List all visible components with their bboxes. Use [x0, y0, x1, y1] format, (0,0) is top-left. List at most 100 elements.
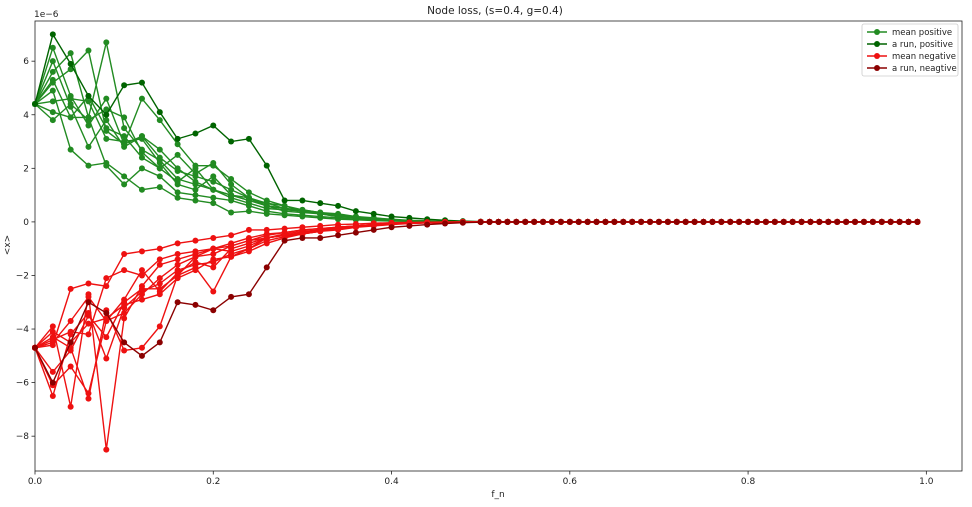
- data-point: [67, 95, 74, 102]
- data-point: [67, 285, 74, 292]
- data-point: [780, 218, 787, 225]
- data-point: [192, 162, 199, 169]
- data-point: [548, 218, 555, 225]
- series-11: [32, 218, 921, 453]
- data-point: [174, 261, 181, 268]
- series-line: [34, 221, 918, 399]
- data-point: [121, 309, 128, 316]
- data-point: [335, 212, 342, 219]
- series-line: [34, 221, 918, 402]
- data-point: [85, 162, 92, 169]
- data-point: [210, 251, 217, 258]
- data-point: [352, 208, 359, 215]
- data-point: [370, 210, 377, 217]
- data-point: [138, 79, 145, 86]
- series-line: [34, 45, 918, 223]
- data-point: [103, 162, 110, 169]
- data-point: [575, 218, 582, 225]
- data-point: [121, 114, 128, 121]
- legend-label: a run, neagtive: [892, 64, 957, 74]
- x-axis-label: f_n: [491, 490, 504, 500]
- data-point: [49, 44, 56, 51]
- data-point: [228, 176, 235, 183]
- data-point: [540, 218, 547, 225]
- data-point: [263, 162, 270, 169]
- data-point: [228, 209, 235, 216]
- data-point: [156, 275, 163, 282]
- data-point: [352, 223, 359, 230]
- x-tick-label: 0.6: [563, 477, 578, 487]
- data-point: [138, 267, 145, 274]
- data-point: [174, 141, 181, 148]
- data-point: [174, 251, 181, 258]
- data-point: [245, 208, 252, 215]
- data-point: [121, 301, 128, 308]
- data-point: [664, 218, 671, 225]
- legend-marker: [874, 53, 880, 59]
- series-3: [32, 76, 921, 225]
- data-point: [192, 130, 199, 137]
- data-point: [138, 248, 145, 255]
- data-point: [245, 194, 252, 201]
- data-point: [210, 245, 217, 252]
- data-point: [228, 138, 235, 145]
- data-point: [335, 202, 342, 209]
- data-point: [263, 197, 270, 204]
- data-point: [602, 218, 609, 225]
- data-point: [504, 218, 511, 225]
- data-point: [121, 173, 128, 180]
- data-point: [370, 226, 377, 233]
- series-line: [34, 221, 918, 349]
- y-tick-label: 2: [23, 164, 29, 174]
- data-point: [762, 218, 769, 225]
- data-point: [138, 154, 145, 161]
- data-point: [210, 162, 217, 169]
- data-point: [593, 218, 600, 225]
- data-point: [557, 218, 564, 225]
- data-point: [655, 218, 662, 225]
- data-point: [192, 178, 199, 185]
- data-point: [49, 87, 56, 94]
- y-tick-label: −4: [16, 325, 30, 335]
- data-point: [210, 264, 217, 271]
- data-point: [816, 218, 823, 225]
- data-point: [174, 240, 181, 247]
- data-point: [566, 218, 573, 225]
- data-point: [905, 218, 912, 225]
- legend-label: mean positive: [892, 28, 952, 38]
- data-point: [85, 122, 92, 129]
- legend-marker: [874, 41, 880, 47]
- data-point: [210, 234, 217, 241]
- series-line: [34, 78, 918, 223]
- data-point: [228, 293, 235, 300]
- data-point: [49, 58, 56, 65]
- data-point: [299, 197, 306, 204]
- data-point: [32, 101, 38, 108]
- data-point: [85, 395, 92, 402]
- data-point: [647, 218, 654, 225]
- data-point: [156, 159, 163, 166]
- data-point: [281, 237, 288, 244]
- data-point: [522, 218, 529, 225]
- data-point: [477, 219, 484, 226]
- data-point: [486, 218, 493, 225]
- data-point: [718, 218, 725, 225]
- data-point: [495, 218, 502, 225]
- axes-frame: [34, 20, 963, 472]
- data-point: [174, 151, 181, 158]
- data-point: [85, 93, 92, 99]
- data-point: [887, 218, 894, 225]
- data-point: [156, 245, 163, 252]
- series-line: [34, 221, 918, 450]
- data-point: [263, 232, 270, 239]
- data-point: [727, 218, 734, 225]
- data-point: [388, 224, 395, 231]
- data-point: [263, 264, 270, 271]
- data-point: [869, 218, 876, 225]
- data-point: [156, 117, 163, 124]
- series-line: [34, 221, 918, 349]
- data-point: [736, 218, 743, 225]
- data-point: [860, 218, 867, 225]
- data-point: [878, 218, 885, 225]
